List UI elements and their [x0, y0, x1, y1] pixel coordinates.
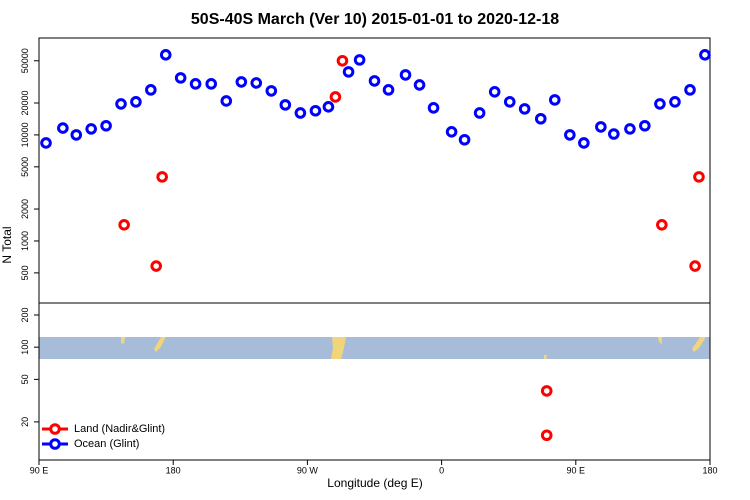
data-point — [279, 99, 292, 111]
data-point — [540, 385, 553, 397]
x-axis-label: Longitude (deg E) — [327, 476, 422, 490]
data-point — [85, 123, 97, 135]
data-point — [413, 79, 426, 91]
data-point — [118, 219, 130, 231]
land-mask — [39, 337, 710, 359]
y-tick-label: 100 — [20, 340, 30, 355]
data-point — [503, 96, 516, 108]
x-tick-label: 90 E — [567, 465, 586, 475]
data-point — [540, 429, 553, 442]
data-point — [130, 96, 142, 108]
data-point — [624, 123, 636, 135]
land-patch — [658, 337, 662, 344]
data-point — [595, 121, 607, 133]
data-point — [473, 107, 486, 119]
legend-marker — [49, 438, 61, 450]
data-point — [639, 119, 651, 132]
y-tick-label: 50000 — [20, 48, 30, 73]
x-tick-label: 0 — [439, 465, 444, 475]
data-point — [578, 137, 590, 149]
data-point — [322, 101, 335, 113]
data-point — [684, 84, 696, 96]
data-point — [564, 129, 576, 141]
data-point — [205, 78, 218, 90]
data-point — [220, 95, 233, 107]
y-tick-label: 1000 — [20, 231, 30, 251]
data-point — [689, 260, 701, 272]
legend-label: Land (Nadir&Glint) — [74, 423, 165, 435]
y-tick-label: 5000 — [20, 157, 30, 177]
data-point — [488, 85, 501, 98]
ocean-band — [39, 337, 710, 359]
land-patch — [692, 337, 706, 352]
chart-title: 50S-40S March (Ver 10) 2015-01-01 to 202… — [191, 11, 559, 28]
data-point — [656, 219, 668, 231]
y-tick-label: 500 — [20, 265, 30, 280]
data-point — [654, 98, 666, 110]
legend-marker — [49, 423, 61, 435]
data-point — [159, 49, 172, 61]
data-point — [693, 171, 705, 183]
y-axis-label: N Total — [0, 226, 14, 263]
land-patch — [154, 337, 166, 352]
data-point — [548, 94, 561, 106]
data-point — [518, 103, 531, 115]
data-point — [100, 119, 112, 132]
data-point — [265, 85, 278, 97]
x-tick-label: 90 W — [297, 465, 319, 475]
data-point — [309, 104, 322, 117]
data-point — [189, 78, 202, 90]
data-point — [534, 112, 547, 125]
data-point — [336, 54, 349, 67]
data-point — [427, 102, 440, 114]
x-tick-label: 90 E — [30, 465, 49, 475]
data-point — [145, 84, 157, 96]
data-point — [368, 75, 381, 87]
data-point — [174, 72, 187, 84]
y-tick-label: 200 — [20, 307, 30, 322]
y-tick-label: 10000 — [20, 122, 30, 147]
data-point — [458, 133, 471, 146]
data-point — [156, 171, 168, 183]
data-point — [608, 128, 620, 140]
data-point — [445, 125, 458, 138]
legend-label: Ocean (Glint) — [74, 438, 139, 450]
data-point — [57, 122, 69, 134]
land-patch — [121, 337, 125, 344]
data-point — [40, 137, 52, 149]
data-point — [70, 129, 83, 141]
data-point — [353, 54, 366, 66]
x-tick-label: 180 — [166, 465, 181, 475]
data-point — [235, 76, 248, 88]
x-tick-label: 180 — [702, 465, 717, 475]
y-tick-label: 50 — [20, 374, 30, 384]
data-point — [382, 84, 395, 96]
data-point — [294, 107, 307, 119]
data-point — [669, 96, 681, 108]
data-point — [699, 49, 711, 61]
plot-frame — [38, 302, 711, 461]
data-point — [150, 260, 163, 272]
data-point — [250, 77, 263, 89]
y-tick-label: 20000 — [20, 90, 30, 115]
land-patch — [331, 337, 346, 359]
y-tick-label: 2000 — [20, 199, 30, 219]
data-point — [399, 69, 412, 81]
data-point — [342, 66, 355, 78]
data-point — [329, 91, 342, 103]
data-point — [115, 98, 127, 110]
land-patch — [544, 355, 547, 359]
y-tick-label: 20 — [20, 417, 30, 427]
